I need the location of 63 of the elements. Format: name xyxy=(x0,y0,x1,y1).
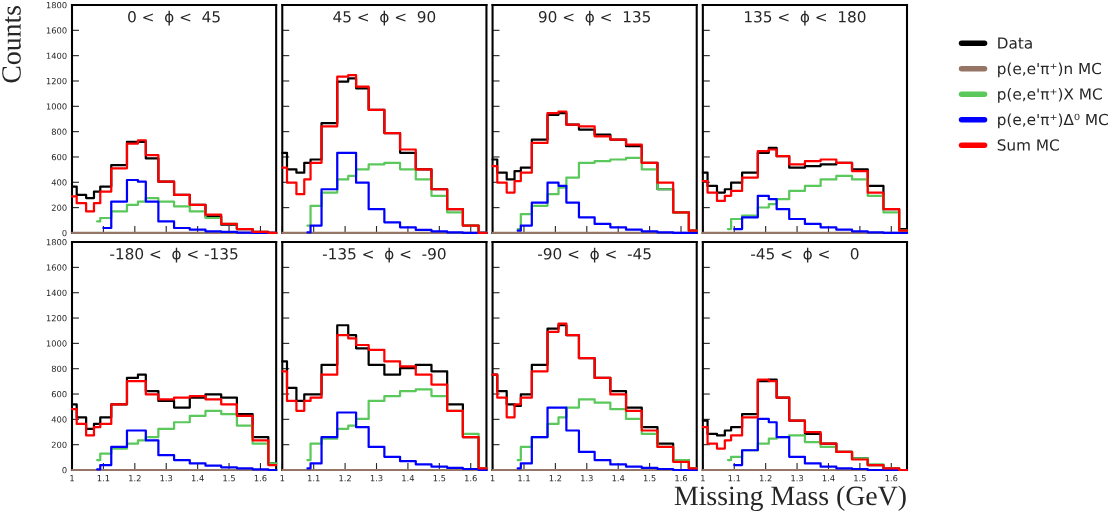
chart-title: 0 < ϕ < 45 xyxy=(128,10,220,26)
chart-title: 90 < ϕ < 135 xyxy=(538,10,651,26)
legend-label: p(e,e'π⁺)X MC xyxy=(998,87,1102,103)
legend-label: p(e,e'π⁺)Δ⁰ MC xyxy=(998,113,1108,129)
x-tick-label: 1.2 xyxy=(339,475,351,482)
x-axis-title: Missing Mass (GeV) xyxy=(674,485,906,511)
x-tick-label: 1.6 xyxy=(675,475,688,482)
y-axis-title: Counts xyxy=(2,6,21,83)
y-tick-label: 1000 xyxy=(46,340,67,347)
x-tick-label: 1.2 xyxy=(549,475,562,482)
x-tick-label: 1.6 xyxy=(254,475,267,482)
y-tick-label: 600 xyxy=(51,391,67,398)
y-tick-label: 1400 xyxy=(46,289,67,296)
y-tick-label: 1000 xyxy=(46,103,67,110)
y-tick-label: 1200 xyxy=(46,315,67,322)
x-tick-label: 1.2 xyxy=(129,475,141,482)
x-tick-label: 1.5 xyxy=(223,475,235,482)
chart-title: -135 < ϕ < -90 xyxy=(322,247,446,263)
y-tick-label: 1400 xyxy=(46,52,67,59)
x-tick-label: 1.1 xyxy=(728,475,741,482)
legend-label: p(e,e'π⁺)n MC xyxy=(998,62,1102,78)
x-tick-label: 1 xyxy=(490,475,495,482)
legend-label: Data xyxy=(998,37,1032,49)
y-tick-label: 1800 xyxy=(46,1,67,9)
x-tick-label: 1.2 xyxy=(759,475,772,482)
x-tick-label: 1.1 xyxy=(97,475,110,482)
y-tick-label: 1600 xyxy=(46,264,67,271)
x-tick-label: 1 xyxy=(701,475,705,482)
y-tick-label: 1600 xyxy=(46,27,67,34)
x-tick-label: 1.5 xyxy=(433,475,446,482)
chart-title: 45 < ϕ < 90 xyxy=(333,10,436,26)
x-tick-label: 1.3 xyxy=(160,475,173,482)
chart-title: -90 < ϕ < -45 xyxy=(538,247,651,263)
y-tick-label: 600 xyxy=(51,153,67,161)
x-tick-label: 1.3 xyxy=(581,475,593,482)
x-tick-label: 1.5 xyxy=(643,475,656,482)
chart-title: -180 < ϕ < -135 xyxy=(110,247,238,263)
y-tick-label: 200 xyxy=(51,441,67,448)
x-tick-label: 1 xyxy=(280,475,285,482)
x-tick-label: 1.5 xyxy=(854,475,866,482)
x-tick-label: 1.6 xyxy=(465,475,477,482)
x-tick-label: 1.4 xyxy=(612,475,625,482)
x-tick-label: 1 xyxy=(70,475,74,482)
x-tick-label: 1.4 xyxy=(402,475,415,482)
x-tick-label: 1.3 xyxy=(370,475,383,482)
x-tick-label: 1.1 xyxy=(307,475,320,482)
x-tick-label: 1.1 xyxy=(518,475,530,482)
legend-label: Sum MC xyxy=(997,139,1059,151)
y-tick-label: 0 xyxy=(62,229,67,237)
y-tick-label: 400 xyxy=(51,416,67,423)
y-tick-label: 800 xyxy=(51,365,67,372)
y-tick-label: 200 xyxy=(51,204,67,211)
x-tick-label: 1.4 xyxy=(191,475,204,482)
x-tick-label: 1.4 xyxy=(822,475,835,482)
chart-title: -45 < ϕ < 0 xyxy=(751,247,859,263)
y-tick-label: 1200 xyxy=(46,77,67,85)
y-tick-label: 800 xyxy=(51,128,67,135)
y-tick-label: 0 xyxy=(62,466,67,474)
y-tick-label: 1800 xyxy=(46,239,67,246)
x-tick-label: 1.6 xyxy=(885,475,898,482)
x-tick-label: 1.3 xyxy=(791,475,804,482)
chart-title: 135 < ϕ < 180 xyxy=(745,10,866,26)
y-tick-label: 400 xyxy=(51,179,67,186)
